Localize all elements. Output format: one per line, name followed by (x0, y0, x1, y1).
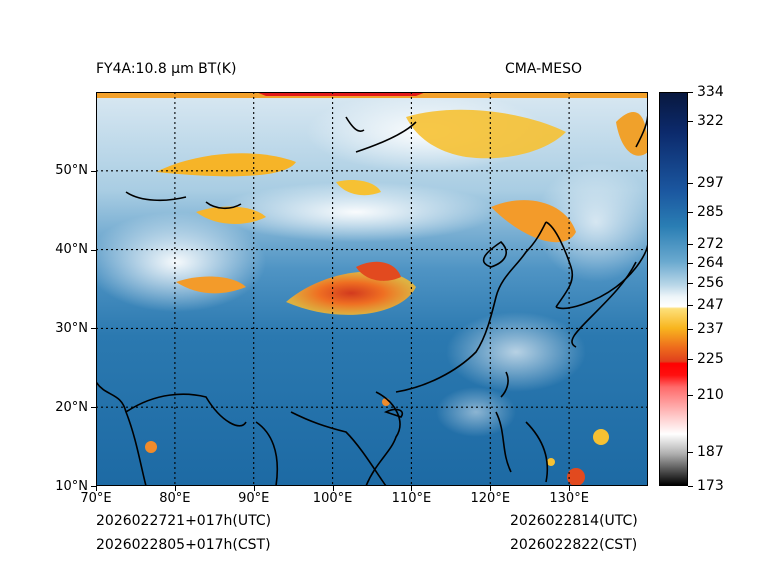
colorbar-tick-mark (688, 263, 693, 265)
convective-cluster-sichuan (286, 271, 416, 315)
colorbar-tick-mark (688, 243, 693, 245)
colorbar-gradient (660, 93, 687, 485)
cloud-band-west (196, 206, 266, 224)
colorbar-tick-mark (688, 121, 693, 123)
valid-time-utc: 2026022814(UTC) (510, 513, 638, 529)
valid-time-cst: 2026022822(CST) (510, 537, 638, 553)
x-tick-mark (96, 486, 97, 491)
y-tick-label: 40°N (55, 242, 88, 258)
colorbar-tick-label: 297 (697, 174, 724, 191)
colorbar-tick-label: 256 (697, 274, 724, 291)
colorbar-tick-label: 272 (697, 235, 724, 252)
colorbar-tick-mark (688, 395, 693, 397)
colorbar-tick-mark (688, 304, 693, 306)
x-tick-mark (174, 486, 176, 491)
colorbar-tick-mark (688, 282, 693, 284)
x-tick-label: 80°E (159, 491, 191, 506)
graticule (96, 92, 648, 486)
colorbar-tick-mark (688, 211, 693, 213)
colorbar-tick-label: 247 (697, 296, 724, 313)
colorbar-tick-mark (688, 486, 693, 487)
x-tick-label: 100°E (312, 491, 353, 506)
x-tick-label: 70°E (80, 491, 112, 506)
x-tick-mark (490, 486, 492, 491)
colorbar-tick-mark (688, 329, 693, 331)
colorbar-tick-label: 334 (697, 84, 724, 100)
cloud-band-far-northeast (616, 112, 648, 156)
colorbar-tick-mark (688, 182, 693, 184)
colorbar-tick-label: 210 (697, 387, 724, 404)
x-tick-mark (253, 486, 255, 491)
colorbar-tick-label: 285 (697, 203, 724, 220)
x-tick-label: 120°E (470, 491, 511, 506)
y-tick-mark (91, 486, 96, 487)
init-time-cst: 2026022805+017h(CST) (96, 537, 271, 553)
model-name: CMA-MESO (505, 61, 583, 77)
y-tick-mark (91, 170, 96, 172)
colorbar-tick-label: 187 (697, 443, 724, 460)
x-tick-label: 110°E (391, 491, 432, 506)
colorbar-tick-label: 173 (697, 478, 724, 494)
coastlines (96, 111, 648, 486)
colorbar-tick-label: 322 (697, 113, 724, 130)
convective-core (356, 261, 401, 281)
map-border (96, 92, 648, 486)
x-tick-label: 130°E (549, 491, 589, 506)
y-tick-label: 50°N (55, 163, 88, 179)
colorbar-tick-label: 237 (697, 321, 724, 338)
y-tick-label: 10°N (55, 478, 88, 494)
x-tick-label: 90°E (238, 491, 270, 506)
init-time-utc: 2026022721+017h(UTC) (96, 513, 272, 529)
x-tick-mark (411, 486, 413, 491)
y-tick-label: 30°N (55, 320, 88, 336)
colorbar-tick-label: 225 (697, 350, 724, 367)
map-panel (96, 92, 648, 486)
y-tick-mark (91, 407, 96, 409)
colorbar-tick-mark (688, 451, 693, 453)
colorbar-tick-mark (688, 358, 693, 360)
colorbar-tick-label: 264 (697, 255, 724, 272)
y-tick-mark (91, 249, 96, 251)
map-title: FY4A:10.8 μm BT(K) (96, 61, 237, 77)
x-tick-mark (569, 486, 571, 491)
y-tick-label: 20°N (55, 399, 88, 415)
satellite-image (96, 92, 648, 486)
cloud-band-northeast (406, 109, 566, 159)
y-tick-mark (91, 328, 96, 330)
x-tick-mark (332, 486, 334, 491)
colorbar-tick-mark (688, 92, 693, 93)
colorbar (659, 92, 688, 486)
